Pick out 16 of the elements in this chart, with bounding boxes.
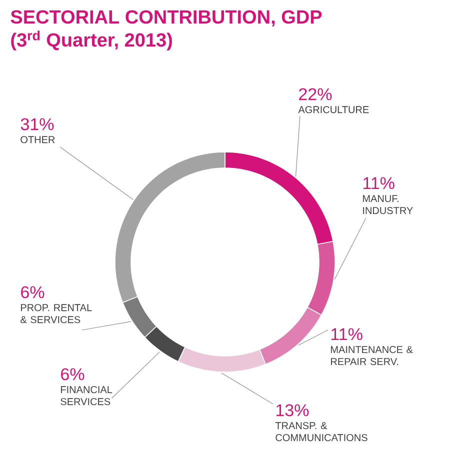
data-label: 11%: [331, 328, 362, 340]
data-label: 13%: [276, 404, 309, 416]
slice-label: MAINTENANCE & REPAIR SERV.: [331, 346, 413, 366]
slice-label: MANUF. INDUSTRY: [363, 195, 413, 214]
slice-label: TRANSP. & COMMUNICATIONS: [275, 422, 368, 442]
slice-label: FINANCIAL SERVICES: [60, 386, 112, 406]
chart-title: SECTORIAL CONTRIBUTION, GDP: [10, 10, 322, 26]
slice-label: AGRICULTURE: [298, 106, 369, 114]
data-label: 6%: [61, 368, 84, 380]
slice-label: PROP. RENTAL & SERVICES: [20, 304, 92, 324]
slice-label: OTHER: [20, 136, 55, 144]
data-label: 6%: [21, 286, 44, 298]
data-label: 31%: [20, 118, 54, 130]
data-label: 11%: [363, 177, 394, 190]
chart-subtitle: (3$^{rd}$ Quarter, 2013): [11, 30, 172, 50]
data-label: 22%: [299, 88, 332, 100]
